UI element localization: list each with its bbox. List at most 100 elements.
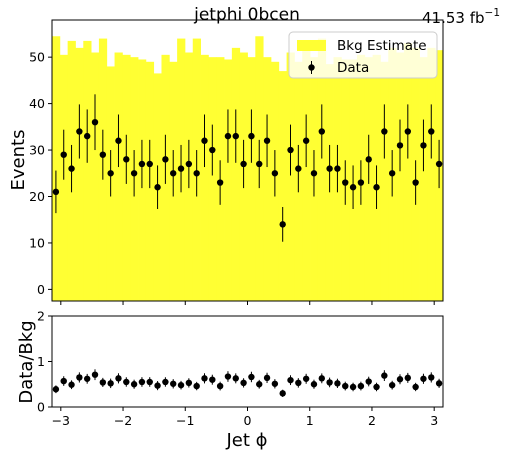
bkg-bar (396, 52, 405, 302)
data-marker (138, 160, 146, 168)
data-marker (91, 118, 99, 126)
data-point (52, 170, 60, 214)
data-point (412, 160, 419, 205)
ratio-marker (342, 382, 349, 390)
luminosity-value: 41.53 fb (422, 9, 485, 27)
ratio-x-ticks: −3 −2 −1 0 1 2 3 (52, 407, 438, 428)
ratio-point (271, 379, 279, 389)
ratio-point (310, 379, 318, 389)
data-marker (435, 160, 443, 168)
ratio-point (162, 377, 169, 387)
data-point (326, 144, 333, 193)
ratio-point (99, 377, 107, 387)
data-point (162, 134, 169, 184)
legend-data-marker (308, 64, 315, 71)
ratio-marker (396, 376, 404, 383)
ratio-marker (381, 372, 388, 379)
data-marker (357, 179, 365, 186)
data-point (428, 104, 435, 159)
ratio-marker (138, 378, 146, 386)
luminosity-label: 41.53 fb−1 (422, 7, 500, 27)
data-point (349, 165, 357, 209)
data-point (342, 160, 349, 205)
data-point (404, 104, 412, 159)
ratio-marker (256, 381, 263, 388)
bkg-bar (247, 57, 256, 301)
ratio-marker (295, 379, 302, 387)
ratio-marker (216, 382, 224, 390)
data-point (224, 109, 232, 163)
data-marker (123, 156, 130, 163)
data-marker (326, 165, 333, 172)
ratio-marker (388, 381, 396, 389)
ratio-point (256, 379, 263, 389)
data-marker (177, 165, 185, 172)
data-marker (349, 184, 357, 191)
data-marker (256, 160, 263, 168)
data-point (154, 165, 161, 209)
ratio-point (107, 378, 114, 389)
ratio-marker (373, 383, 380, 391)
bkg-bar (83, 40, 92, 302)
ratio-marker (154, 382, 161, 389)
data-point (435, 139, 443, 189)
data-marker (412, 179, 419, 186)
data-marker (248, 132, 255, 140)
ratio-marker (91, 371, 99, 378)
data-point (170, 150, 177, 197)
y-tick-label: 2 (37, 309, 45, 324)
ratio-point (420, 373, 427, 384)
x-tick-label: −3 (52, 413, 70, 428)
data-point (373, 165, 380, 209)
data-point (279, 206, 286, 242)
ratio-marker (334, 380, 341, 387)
data-marker (209, 146, 216, 154)
ratio-point (232, 373, 239, 384)
ratio-marker (232, 375, 239, 382)
data-point (388, 150, 396, 197)
data-marker (279, 221, 286, 228)
data-marker (420, 142, 427, 149)
data-point (201, 114, 208, 168)
data-marker (201, 137, 208, 144)
y-tick-label: 0 (37, 400, 45, 415)
ratio-marker (224, 373, 232, 380)
data-point (193, 150, 200, 197)
bkg-bar (380, 61, 389, 301)
data-point (130, 150, 138, 197)
ratio-point (435, 378, 443, 388)
y-tick-label: 50 (29, 50, 45, 65)
data-point (318, 104, 325, 159)
data-point (60, 129, 67, 180)
x-tick-label: 1 (306, 413, 314, 428)
data-point (263, 114, 271, 168)
data-marker (193, 170, 200, 177)
y-tick-label: 20 (29, 189, 45, 204)
ratio-marker (248, 373, 255, 381)
data-point (68, 144, 75, 193)
ratio-point (115, 373, 122, 384)
ratio-marker (177, 381, 185, 389)
data-marker (185, 160, 193, 168)
bkg-bar (52, 36, 61, 302)
ratio-marker (279, 390, 286, 397)
data-point (381, 104, 388, 159)
ratio-marker (107, 380, 114, 387)
bkg-bar (224, 59, 233, 301)
bkg-bar (317, 38, 327, 301)
main-title: jetphi 0bcen (193, 5, 300, 25)
data-marker (287, 146, 294, 154)
data-marker (302, 137, 310, 144)
ratio-marker (201, 375, 208, 382)
data-point (357, 160, 365, 205)
data-point (248, 109, 255, 163)
bkg-bar (403, 43, 413, 301)
ratio-point (357, 381, 365, 391)
ratio-point (373, 382, 380, 392)
data-marker (334, 165, 341, 172)
data-point (146, 139, 153, 189)
ratio-points (52, 369, 443, 397)
data-marker (240, 160, 247, 168)
ratio-point (209, 374, 216, 385)
